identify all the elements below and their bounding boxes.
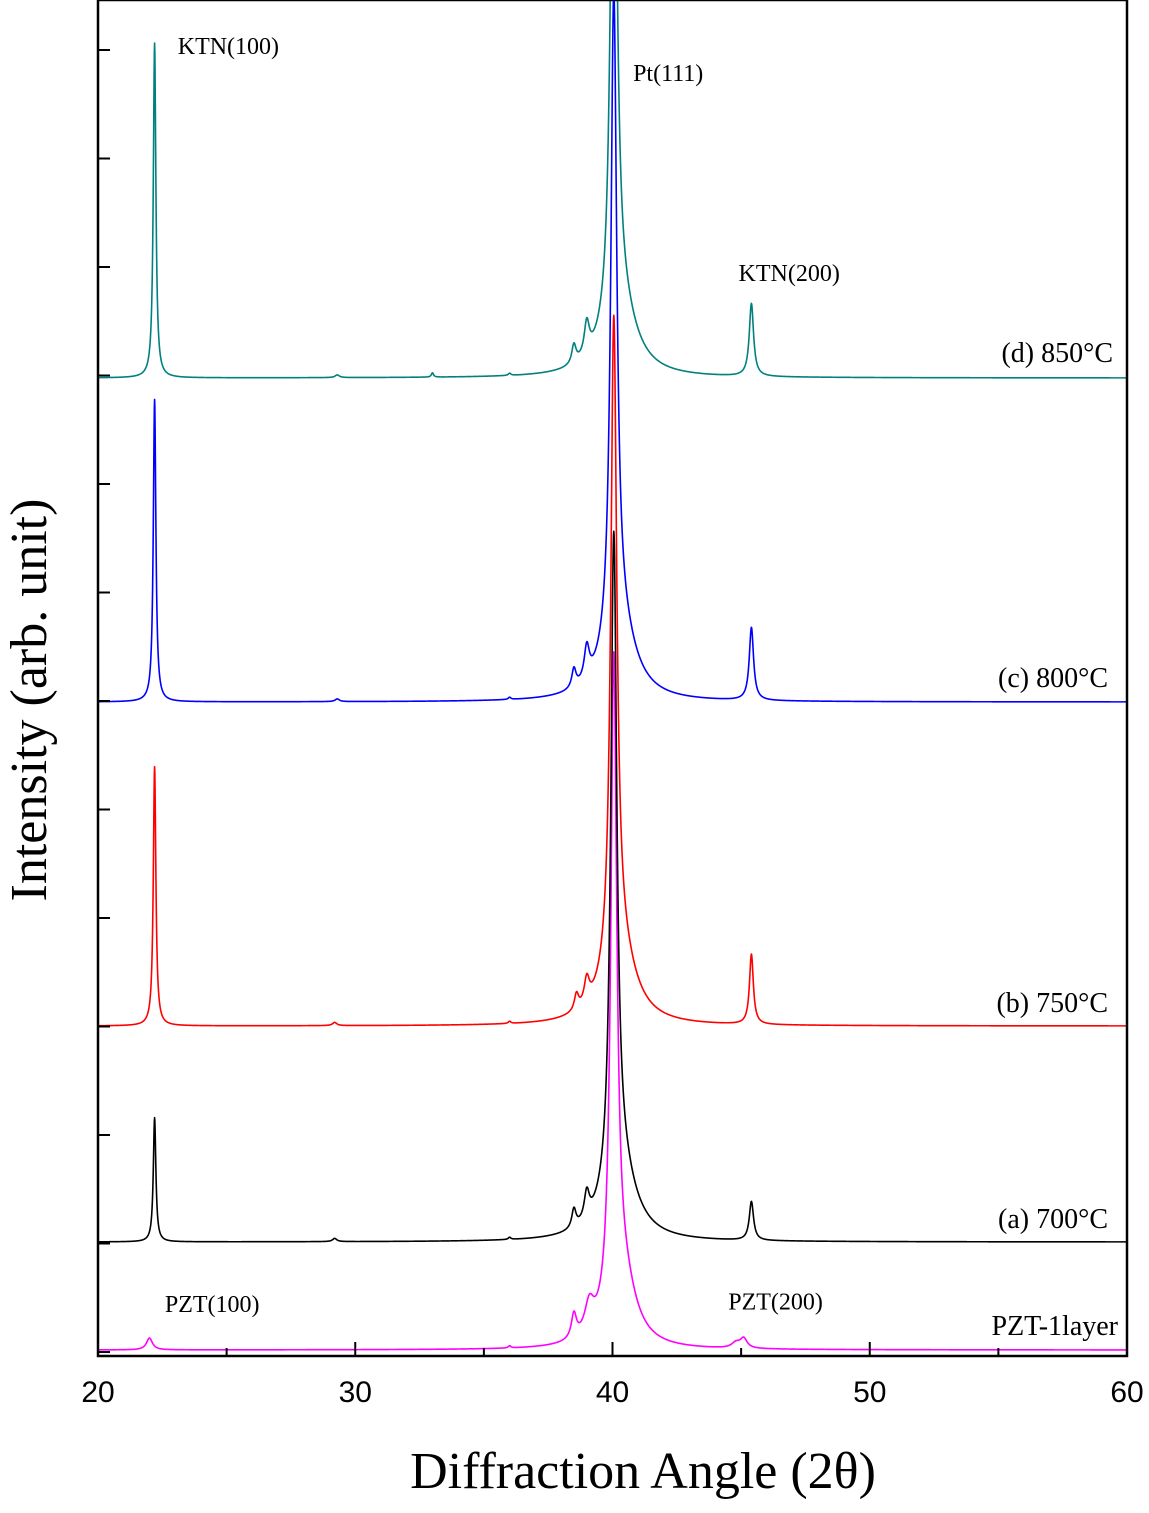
series-line-4 — [98, 0, 1127, 379]
series-label-4: (d) 850°C — [1001, 338, 1113, 369]
peak-annotation-4: PZT(200) — [728, 1290, 823, 1316]
x-ticks-layer: 20 30 40 50 60 — [81, 1342, 1144, 1409]
series-label-0: PZT-1layer — [992, 1311, 1119, 1342]
x-tick-label-50: 50 — [853, 1376, 886, 1409]
series-label-2: (b) 750°C — [996, 988, 1108, 1019]
series-line-3 — [98, 0, 1127, 703]
peak-annotation-3: PZT(100) — [165, 1292, 260, 1318]
annotations-layer: KTN(100) Pt(111) KTN(200) PZT(100) PZT(200) — [165, 34, 840, 1318]
x-axis-title: Diffraction Angle (2θ) — [410, 1443, 876, 1500]
y-ticks-layer — [98, 49, 110, 1353]
x-tick-label-40: 40 — [596, 1376, 629, 1409]
curves-layer — [98, 0, 1127, 1351]
series-label-1: (a) 700°C — [998, 1204, 1108, 1235]
series-line-2 — [98, 314, 1127, 1027]
x-tick-label-30: 30 — [339, 1376, 372, 1409]
peak-annotation-0: KTN(100) — [178, 34, 279, 60]
peak-annotation-1: Pt(111) — [633, 61, 703, 87]
series-line-1 — [98, 530, 1127, 1243]
curve-labels-layer: PZT-1layer (a) 700°C (b) 750°C (c) 800°C (d)… — [992, 338, 1119, 1342]
peak-annotation-2: KTN(200) — [739, 261, 840, 287]
x-tick-label-60: 60 — [1110, 1376, 1143, 1409]
series-label-3: (c) 800°C — [998, 663, 1108, 694]
x-tick-label-20: 20 — [81, 1376, 114, 1409]
series-line-0 — [98, 651, 1127, 1351]
y-axis-title: Intensity (arb. unit) — [1, 499, 58, 902]
